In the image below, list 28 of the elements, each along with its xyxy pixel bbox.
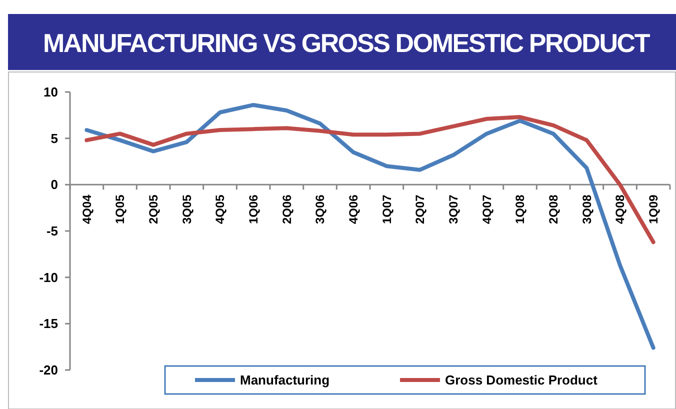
x-tick-label: 2Q08 — [546, 194, 561, 224]
x-tick-label: 3Q08 — [580, 194, 594, 224]
x-tick-label: 3Q05 — [180, 194, 194, 224]
x-tick-label: 4Q07 — [480, 194, 494, 224]
x-tick-label: 1Q07 — [380, 194, 394, 224]
x-tick-label: 2Q05 — [146, 194, 161, 224]
legend-label: Manufacturing — [240, 372, 330, 388]
chart-title: MANUFACTURING VS GROSS DOMESTIC PRODUCT — [42, 28, 650, 58]
y-tick-label: -15 — [39, 316, 58, 332]
x-tick-label: 4Q05 — [213, 194, 228, 224]
x-tick-label: 3Q06 — [313, 194, 328, 224]
x-tick-label: 1Q05 — [113, 194, 128, 224]
x-tick-label: 4Q04 — [80, 194, 94, 224]
x-tick-label: 1Q09 — [646, 194, 661, 224]
y-tick-label: 5 — [50, 130, 58, 146]
x-tick-label: 3Q07 — [446, 194, 461, 224]
x-tick-label: 1Q06 — [246, 194, 261, 224]
x-tick-label: 1Q08 — [513, 194, 528, 224]
y-tick-label: 10 — [44, 84, 58, 100]
legend-label: Gross Domestic Product — [445, 372, 598, 388]
y-tick-label: -5 — [46, 224, 58, 239]
y-tick-label: 0 — [50, 177, 58, 192]
y-tick-label: -20 — [39, 362, 58, 378]
y-tick-label: -10 — [39, 270, 58, 285]
x-tick-label: 4Q08 — [613, 194, 628, 224]
x-tick-label: 4Q06 — [346, 194, 361, 224]
x-tick-label: 2Q06 — [280, 194, 294, 224]
x-tick-label: 2Q07 — [413, 194, 428, 224]
